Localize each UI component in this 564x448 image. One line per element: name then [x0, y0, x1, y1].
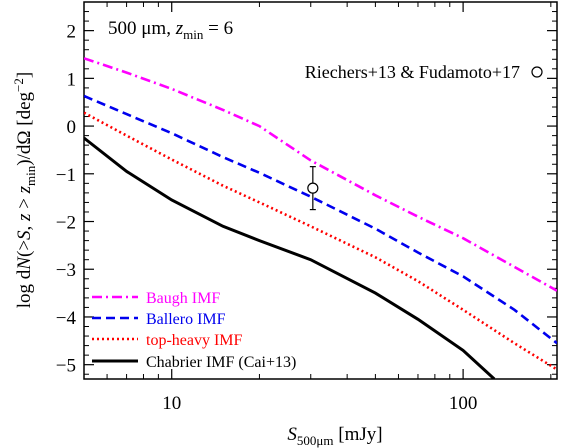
x-tick-label: 10	[162, 393, 181, 414]
y-tick-label: −5	[56, 356, 76, 377]
y-axis-p6: ]	[14, 72, 35, 78]
y-tick-label: 2	[67, 22, 77, 43]
x-axis-sub: 500μm	[297, 433, 334, 448]
legend-label: Chabrier IMF (Cai+13)	[146, 354, 296, 371]
y-axis-title: log dN(>S, z > zmin)/dΩ [deg−2]	[11, 72, 38, 308]
observation-label: Riechers+13 & Fudamoto+17	[305, 62, 520, 82]
panel-label-var: z	[175, 18, 184, 39]
series-line-chabrier-imf-cai-13	[84, 136, 496, 379]
y-axis-p5: )/dΩ [deg	[14, 91, 35, 165]
plot-frame	[83, 1, 558, 380]
y-axis-p1: log d	[14, 269, 35, 308]
observation-point	[307, 166, 319, 211]
legend: Baugh IMF Ballero IMF top-heavy IMF Chabrie…	[92, 290, 296, 371]
y-tick-label: 0	[67, 117, 77, 138]
panel-label-suffix: = 6	[203, 18, 233, 39]
y-axis-z: z	[14, 213, 35, 222]
series-line-top-heavy-imf	[84, 111, 557, 371]
y-axis-p2: (>	[14, 240, 35, 257]
y-tick-label: −2	[56, 213, 76, 234]
legend-label: Ballero IMF	[146, 311, 226, 328]
axis-ticks: −5 −4 −3 −2 −1 0 1 2 10 100	[56, 1, 557, 414]
y-axis-N: N	[14, 256, 35, 271]
legend-label: Baugh IMF	[146, 290, 220, 307]
y-axis-z2: z	[14, 185, 35, 194]
x-axis-var: S	[287, 424, 297, 445]
series-line-baugh-imf	[84, 57, 557, 292]
y-axis-sup: −2	[11, 78, 26, 92]
x-axis-suffix: [mJy]	[334, 424, 383, 445]
series-line-ballero-imf	[84, 94, 557, 345]
legend-label: top-heavy IMF	[146, 332, 243, 349]
observation-legend-marker	[531, 66, 543, 78]
y-tick-label: −4	[56, 308, 77, 329]
panel-label-sub: min	[183, 27, 204, 42]
y-tick-label: −1	[56, 165, 76, 186]
y-axis-p3: ,	[14, 221, 35, 231]
x-tick-label: 100	[449, 393, 478, 414]
y-axis-p4: >	[14, 193, 35, 213]
series-group	[84, 57, 557, 379]
panel-label: 500 μm, zmin = 6	[108, 18, 233, 42]
y-tick-label: −3	[56, 260, 76, 281]
x-axis-title: S500μm [mJy]	[287, 424, 382, 448]
data-point	[307, 182, 319, 194]
y-axis-S: S	[14, 230, 35, 240]
y-axis-sub: min	[23, 165, 38, 186]
y-tick-label: 1	[67, 69, 77, 90]
panel-label-prefix: 500 μm,	[108, 18, 176, 39]
